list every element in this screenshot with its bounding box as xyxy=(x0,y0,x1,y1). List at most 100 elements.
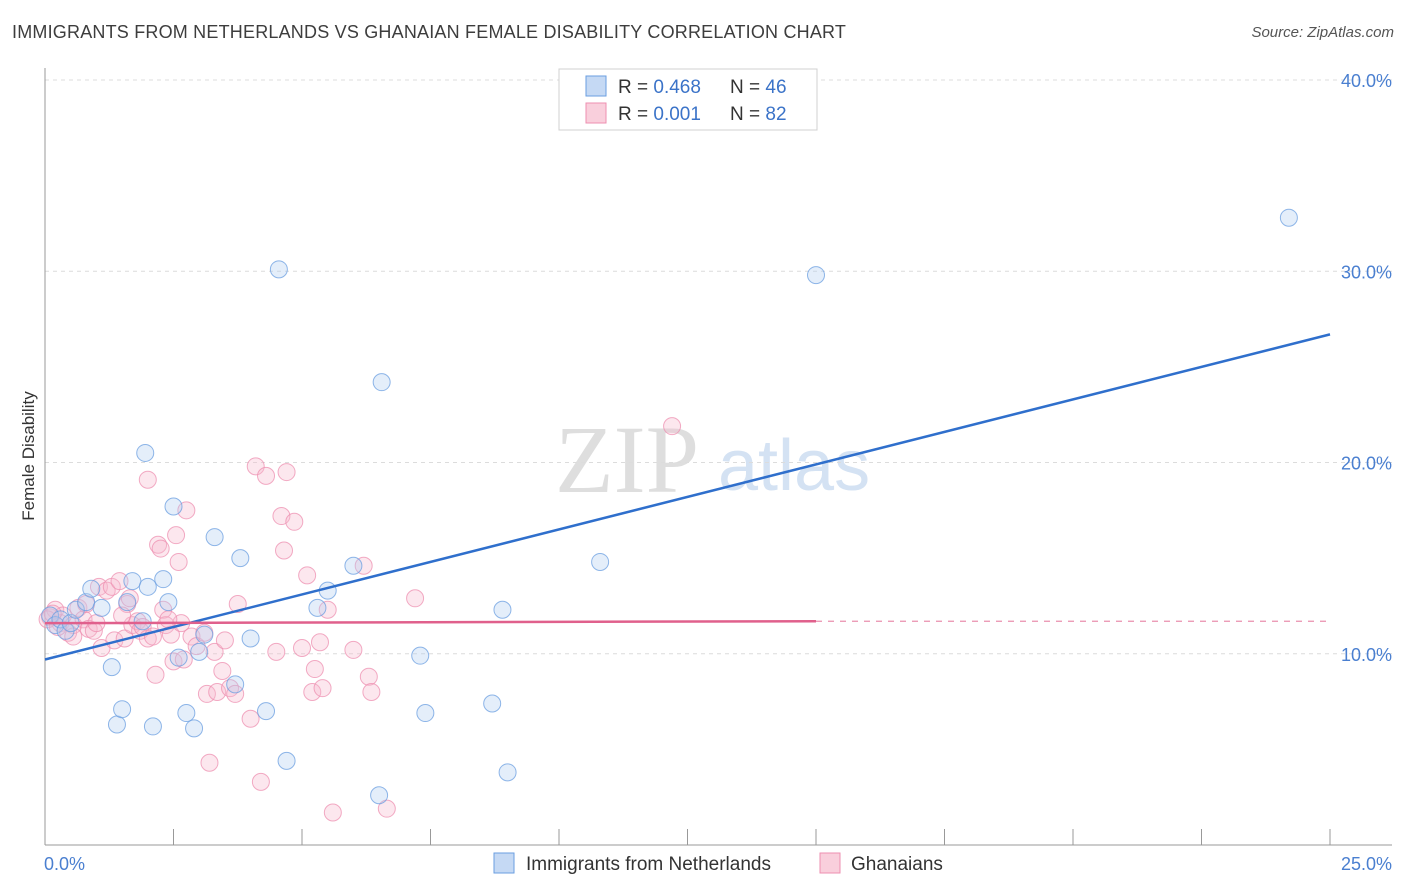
netherlands-point xyxy=(177,704,196,723)
y-tick-labels: 10.0% 20.0% 30.0% 40.0% xyxy=(1341,71,1392,665)
netherlands-point xyxy=(411,646,430,665)
netherlands-point xyxy=(241,629,260,648)
ghanaians-point xyxy=(303,683,322,701)
netherlands-point xyxy=(807,266,825,285)
ghanaians-point xyxy=(138,470,157,489)
ghanaians-point xyxy=(275,541,294,560)
netherlands-point xyxy=(231,549,250,568)
netherlands-point xyxy=(102,658,121,677)
ghanaians-trend-line xyxy=(44,619,817,625)
netherlands-point xyxy=(185,719,204,738)
netherlands-point xyxy=(159,593,178,612)
legend-row-ghanaians-n: N = 82 xyxy=(730,104,787,125)
netherlands-point xyxy=(1279,208,1298,227)
netherlands-point xyxy=(143,717,162,736)
ghanaians-point xyxy=(167,526,186,545)
ghanaians-point xyxy=(226,684,245,703)
ghanaians-point xyxy=(359,667,378,686)
netherlands-point xyxy=(169,648,188,667)
y-tick-label: 20.0% xyxy=(1341,454,1392,474)
ghanaians-point xyxy=(161,625,180,644)
y-axis-label: Female Disability xyxy=(19,391,38,521)
legend-row-netherlands: R = 0.468 xyxy=(618,77,701,98)
bottom-legend-label-netherlands: Immigrants from Netherlands xyxy=(526,854,771,875)
netherlands-points xyxy=(41,208,1298,805)
ghanaians-point xyxy=(267,642,286,661)
ghanaians-point xyxy=(323,803,342,822)
ghanaians-point xyxy=(354,556,373,575)
legend-n-value: 82 xyxy=(765,104,786,125)
ghanaians-point xyxy=(151,539,170,558)
legend-r-value: 0.001 xyxy=(653,104,701,125)
netherlands-point xyxy=(190,642,209,661)
ghanaians-point xyxy=(228,595,247,614)
netherlands-point xyxy=(138,577,157,596)
netherlands-point xyxy=(269,260,288,279)
netherlands-point xyxy=(591,552,610,571)
ghanaians-point xyxy=(110,572,129,591)
trend-lines xyxy=(44,333,1331,661)
netherlands-point xyxy=(136,443,155,462)
netherlands-point xyxy=(483,694,502,713)
chart-title: IMMIGRANTS FROM NETHERLANDS VS GHANAIAN … xyxy=(12,22,847,42)
netherlands-point xyxy=(133,612,152,631)
netherlands-point xyxy=(308,598,327,617)
netherlands-point xyxy=(164,497,183,516)
ghanaians-point xyxy=(213,661,232,680)
axes xyxy=(44,68,1392,846)
x-ticks xyxy=(44,829,1331,845)
ghanaians-point xyxy=(406,589,425,608)
ghanaians-point xyxy=(251,772,270,791)
netherlands-point xyxy=(66,600,85,619)
ghanaians-point xyxy=(277,463,296,482)
ghanaians-point xyxy=(205,642,224,661)
y-tick-label: 40.0% xyxy=(1341,71,1392,91)
stats-legend: R = 0.468 N = 46 R = 0.001 N = 82 xyxy=(558,68,818,131)
ghanaians-points xyxy=(38,417,682,822)
x-tick-label-max: 25.0% xyxy=(1341,854,1392,874)
watermark-zip: ZIP xyxy=(555,406,699,513)
ghanaians-point xyxy=(344,640,363,659)
netherlands-point xyxy=(107,715,126,734)
legend-r-value: 0.468 xyxy=(653,77,701,98)
ghanaians-point xyxy=(663,417,682,436)
netherlands-point xyxy=(416,704,435,723)
netherlands-point xyxy=(493,600,512,619)
netherlands-point xyxy=(92,598,111,617)
netherlands-point xyxy=(498,763,517,782)
legend-n-label: N = xyxy=(730,104,765,125)
ghanaians-point xyxy=(241,709,260,728)
ghanaians-point xyxy=(305,660,324,679)
ghanaians-point xyxy=(257,466,276,485)
netherlands-point xyxy=(46,616,65,635)
netherlands-point xyxy=(370,786,389,805)
bottom-legend-label-ghanaians: Ghanaians xyxy=(851,854,943,875)
source-label: Source: ZipAtlas.com xyxy=(1251,24,1394,41)
gridlines xyxy=(45,79,1392,655)
netherlands-point xyxy=(277,751,296,770)
netherlands-point xyxy=(82,579,101,598)
y-tick-label: 10.0% xyxy=(1341,645,1392,665)
netherlands-point xyxy=(154,570,173,589)
ghanaians-point xyxy=(362,683,381,701)
ghanaians-point xyxy=(169,552,188,571)
netherlands-point xyxy=(195,625,214,644)
legend-r-label: R = xyxy=(618,77,653,98)
ghanaians-point xyxy=(159,610,178,629)
netherlands-point xyxy=(113,700,132,719)
legend-r-label: R = xyxy=(618,104,653,125)
ghanaians-point xyxy=(298,566,317,585)
netherlands-point xyxy=(344,556,363,575)
ghanaians-point xyxy=(215,631,234,650)
bottom-legend-swatch-netherlands xyxy=(493,852,515,874)
netherlands-point xyxy=(226,675,245,694)
ghanaians-point xyxy=(313,679,332,698)
ghanaians-point xyxy=(310,633,329,652)
watermark-atlas: atlas xyxy=(718,426,870,506)
netherlands-point xyxy=(123,572,142,591)
legend-n-value: 46 xyxy=(765,77,786,98)
ghanaians-point xyxy=(200,753,219,772)
legend-row-ghanaians: R = 0.001 xyxy=(618,104,701,125)
ghanaians-point xyxy=(377,799,396,818)
